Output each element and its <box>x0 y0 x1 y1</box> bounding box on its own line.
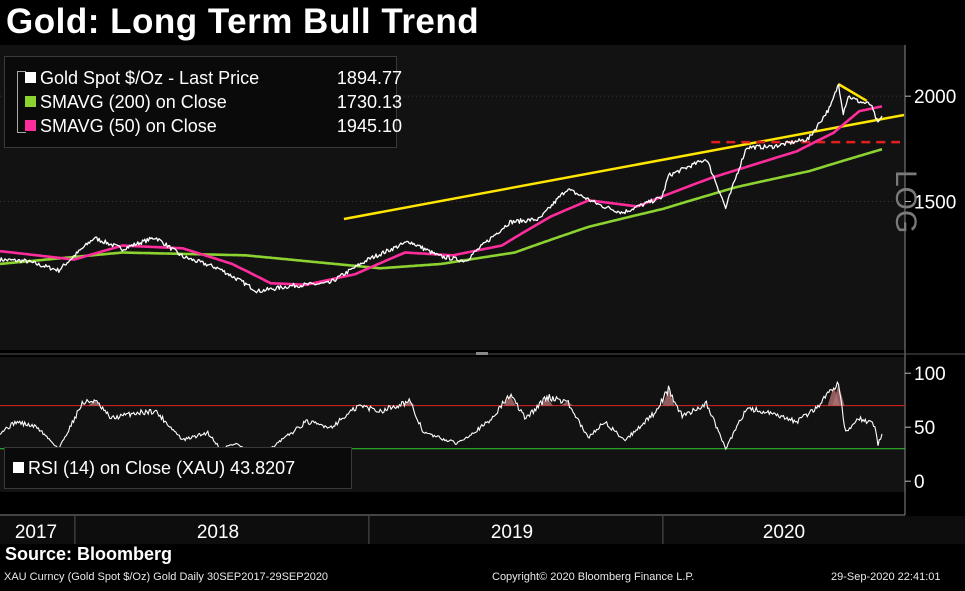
footer-ticker: XAU Curncy (Gold Spot $/Oz) Gold Daily 3… <box>4 571 329 583</box>
rsi-overbought-fill <box>662 389 675 406</box>
rsi-tick-label: 50 <box>914 418 935 439</box>
legend-label: SMAVG (200) on Close <box>40 92 227 112</box>
legend-label: Gold Spot $/Oz - Last Price <box>40 68 260 88</box>
rsi-overbought-fill <box>88 400 101 406</box>
x-tick-label: 2017 <box>15 522 57 543</box>
legend-value: 1730.13 <box>336 92 402 112</box>
legend-label: SMAVG (50) on Close <box>40 116 217 136</box>
price-tick-label: 1500 <box>914 193 956 214</box>
smavg-200-swatch <box>25 96 36 107</box>
source-label: Source: Bloomberg <box>5 544 173 564</box>
rsi-legend-label: RSI (14) on Close (XAU) 43.8207 <box>28 458 296 478</box>
legend-value: 1894.77 <box>336 68 402 88</box>
log-scale-label: LOG <box>889 170 922 234</box>
rsi-overbought-fill <box>503 394 516 406</box>
footer: XAU Curncy (Gold Spot $/Oz) Gold Daily 3… <box>0 568 965 586</box>
x-axis-band <box>0 516 965 544</box>
price-tick-label: 2000 <box>914 87 956 108</box>
legend-bracket <box>17 71 26 133</box>
rsi-overbought-fill <box>540 396 553 406</box>
rsi-tick-label: 100 <box>914 364 946 385</box>
x-tick-label: 2019 <box>491 522 533 543</box>
gold-spot-line <box>0 83 883 294</box>
footer-timestamp: 29-Sep-2020 22:41:01 <box>831 571 941 583</box>
gold-spot-swatch <box>25 72 36 83</box>
rsi-overbought-fill <box>561 401 574 406</box>
rsi-legend: RSI (14) on Close (XAU) 43.8207 <box>4 447 352 489</box>
legend-value: 1945.10 <box>336 116 402 136</box>
legend-item-smavg-50: SMAVG (50) on Close 1945.10 <box>25 116 402 140</box>
x-tick-label: 2018 <box>197 522 239 543</box>
x-tick-label: 2020 <box>763 522 805 543</box>
price-legend: Gold Spot $/Oz - Last Price 1894.77 SMAVG… <box>4 56 402 148</box>
rsi-swatch <box>13 462 24 473</box>
page-title: Gold: Long Term Bull Trend <box>6 2 480 41</box>
rsi-tick-label: 0 <box>914 472 925 493</box>
smavg-200-line <box>0 148 883 270</box>
trendline <box>837 83 868 102</box>
legend-item-gold-spot: Gold Spot $/Oz - Last Price 1894.77 <box>25 68 402 92</box>
trendline <box>343 113 905 221</box>
legend-item-smavg-200: SMAVG (200) on Close 1730.13 <box>25 92 402 116</box>
footer-copyright: Copyright© 2020 Bloomberg Finance L.P. <box>492 571 695 583</box>
panel-resize-handle[interactable] <box>476 352 488 355</box>
smavg-50-swatch <box>25 120 36 131</box>
rsi-line <box>0 380 883 458</box>
